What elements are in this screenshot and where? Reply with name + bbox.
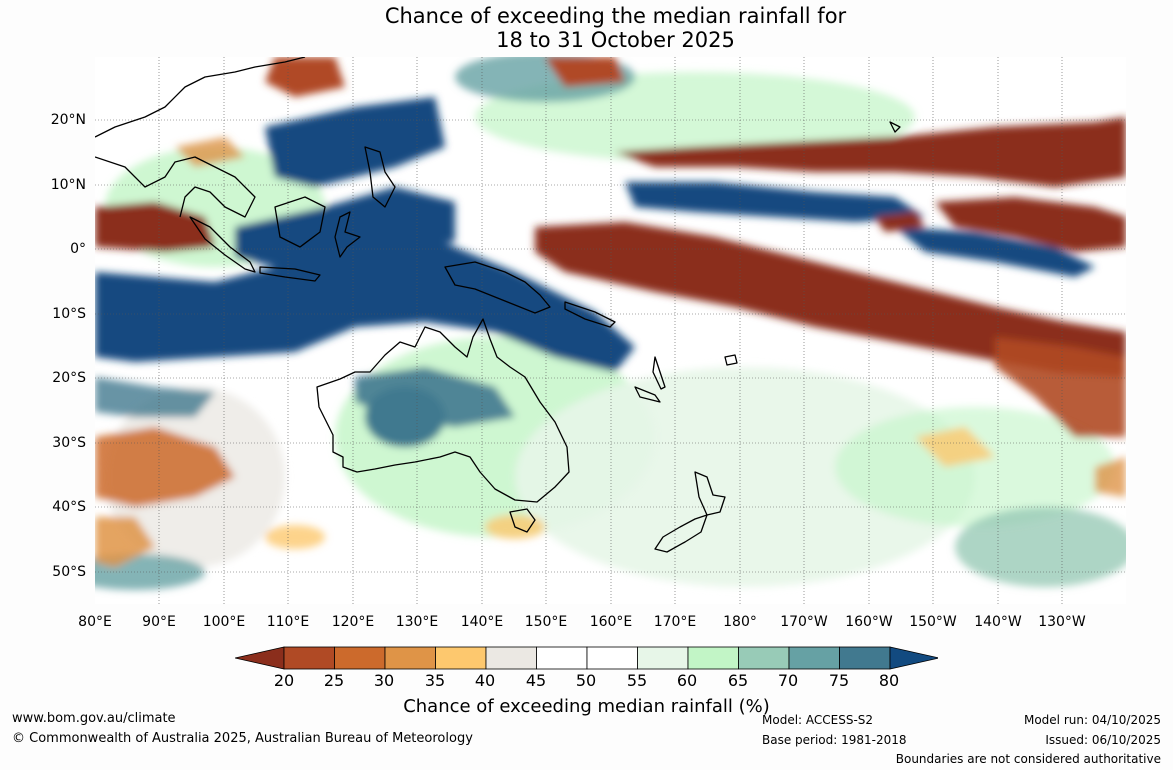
footer-base-period: Base period: 1981-2018	[762, 733, 907, 747]
colorbar-tick: 55	[626, 671, 648, 690]
rainfall-map	[95, 57, 1126, 604]
colorbar-tick: 20	[273, 671, 295, 690]
colorbar-segments	[235, 646, 938, 670]
colorbar-tick: 65	[727, 671, 749, 690]
footer-model-run: Model run: 04/10/2025	[1023, 713, 1161, 727]
tasmania-coastline	[509, 508, 536, 533]
australia-coastline	[316, 318, 570, 503]
solomon-islands-coastline	[564, 301, 616, 328]
map-title: Chance of exceeding the median rainfall …	[0, 4, 1173, 52]
colorbar-segment	[738, 646, 790, 670]
colorbar-segment	[788, 646, 840, 670]
lon-label-130e: 130°E	[395, 614, 439, 630]
borneo-coastline	[274, 196, 326, 248]
lat-label-30s: 30°S	[52, 435, 86, 451]
colorbar-tick: 50	[575, 671, 597, 690]
colorbar-segment	[485, 646, 537, 670]
sumatra-coastline	[189, 216, 256, 273]
lon-label-110e: 110°E	[266, 614, 310, 630]
colorbar-tick: 80	[878, 671, 900, 690]
colorbar-segment	[637, 646, 689, 670]
colorbar-tick: 25	[323, 671, 345, 690]
lon-label-170w: 170°W	[780, 614, 828, 630]
lon-label-160w: 160°W	[845, 614, 893, 630]
lat-label-10n: 10°N	[50, 177, 86, 193]
lat-label-20n: 20°N	[50, 112, 86, 128]
colorbar-extend-low	[235, 646, 285, 670]
title-line-1: Chance of exceeding the median rainfall …	[384, 4, 847, 28]
fiji-coastline	[724, 354, 738, 366]
lat-label-20s: 20°S	[52, 370, 86, 386]
colorbar-segment	[334, 646, 386, 670]
colorbar-segment	[839, 646, 891, 670]
title-line-2: 18 to 31 October 2025	[496, 28, 735, 52]
lat-label-40s: 40°S	[52, 499, 86, 515]
colorbar-segment	[283, 646, 335, 670]
graticule	[95, 57, 1126, 604]
colorbar-tick: 70	[777, 671, 799, 690]
lon-label-140w: 140°W	[974, 614, 1022, 630]
colorbar-tick: 30	[373, 671, 395, 690]
lat-label-10s: 10°S	[52, 306, 86, 322]
colorbar-segment	[536, 646, 588, 670]
colorbar-tick: 35	[424, 671, 446, 690]
lon-label-100e: 100°E	[202, 614, 246, 630]
colorbar-tick: 40	[474, 671, 496, 690]
lon-label-180: 180°	[723, 614, 757, 630]
lon-label-130w: 130°W	[1038, 614, 1086, 630]
java-coastline	[259, 266, 321, 282]
colorbar	[235, 646, 938, 670]
vanuatu-coastline	[652, 356, 666, 390]
lat-label-50s: 50°S	[52, 564, 86, 580]
lon-label-80e: 80°E	[78, 614, 112, 630]
colorbar-segment	[384, 646, 436, 670]
footer-model: Model: ACCESS-S2	[762, 713, 874, 727]
hawaii-coastline	[889, 121, 901, 133]
lon-label-160e: 160°E	[589, 614, 633, 630]
lon-label-170e: 170°E	[653, 614, 697, 630]
new-zealand-north-coastline	[694, 471, 726, 516]
lon-label-150e: 150°E	[524, 614, 568, 630]
coastlines	[95, 57, 901, 553]
colorbar-tick: 60	[676, 671, 698, 690]
lon-label-90e: 90°E	[142, 614, 176, 630]
sulawesi-coastline	[334, 211, 361, 258]
footer-copyright: © Commonwealth of Australia 2025, Austra…	[12, 731, 473, 746]
new-zealand-south-coastline	[654, 514, 708, 553]
footer-url[interactable]: www.bom.gov.au/climate	[12, 711, 176, 726]
colorbar-title: Chance of exceeding median rainfall (%)	[403, 696, 770, 717]
footer-issued: Issued: 06/10/2025	[1045, 733, 1161, 747]
colorbar-tick: 45	[525, 671, 547, 690]
asia-coastline	[95, 57, 306, 218]
philippines-coastline	[364, 146, 396, 208]
colorbar-segment	[687, 646, 739, 670]
lon-label-120e: 120°E	[331, 614, 375, 630]
lat-label-0: 0°	[70, 241, 86, 257]
new-caledonia-coastline	[634, 386, 661, 403]
colorbar-tick: 75	[828, 671, 850, 690]
footer-disclaimer: Boundaries are not considered authoritat…	[895, 752, 1161, 766]
rainfall-fields	[95, 57, 1126, 590]
colorbar-segment	[586, 646, 638, 670]
lon-label-140e: 140°E	[460, 614, 504, 630]
colorbar-segment	[435, 646, 487, 670]
lon-label-150w: 150°W	[909, 614, 957, 630]
new-guinea-coastline	[444, 261, 551, 314]
colorbar-extend-high	[889, 646, 938, 670]
